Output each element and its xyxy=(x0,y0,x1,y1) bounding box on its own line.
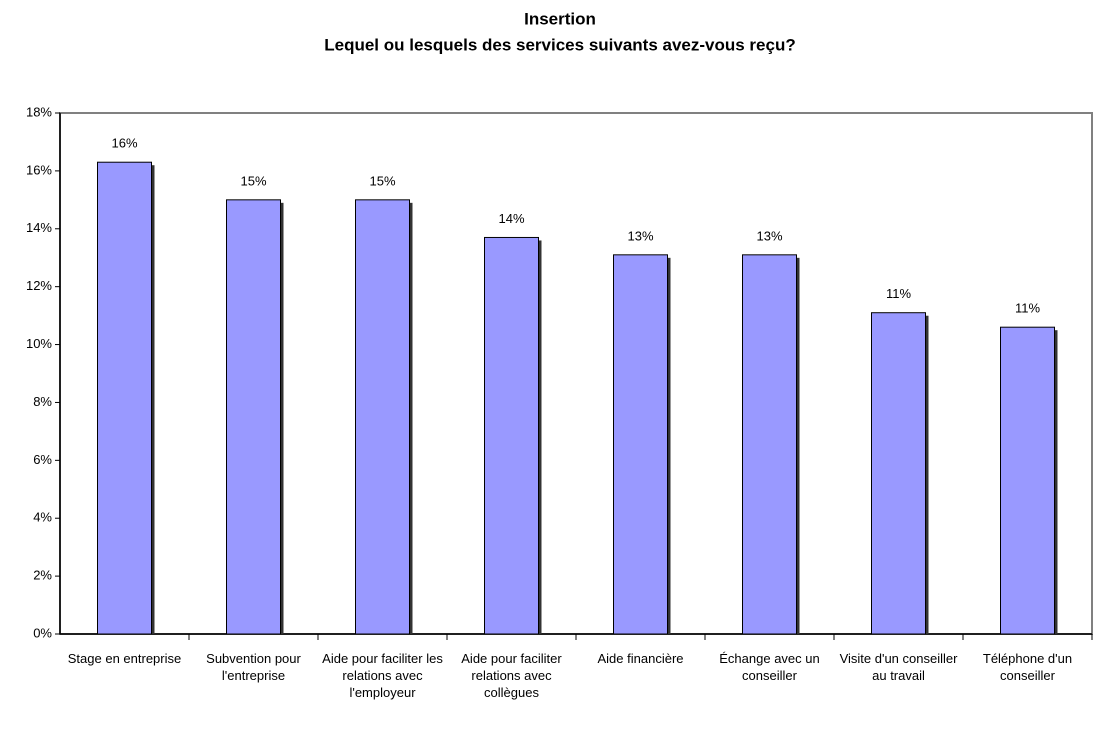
bar xyxy=(1000,326,1055,635)
y-tick-label: 6% xyxy=(33,452,52,467)
y-tick-label: 2% xyxy=(33,568,52,583)
value-label: 15% xyxy=(240,173,266,188)
x-tick-label: Échange avec un conseiller xyxy=(719,651,820,683)
x-tick-label: Stage en entreprise xyxy=(67,651,182,666)
bar xyxy=(742,254,797,635)
y-tick-label: 10% xyxy=(26,336,52,351)
y-tick-label: 16% xyxy=(26,162,52,177)
bar xyxy=(484,236,539,635)
value-label: 11% xyxy=(886,286,911,301)
plot-frame xyxy=(59,112,1093,635)
y-tick-label: 8% xyxy=(33,394,52,409)
x-tick-label: Subvention pour l'entreprise xyxy=(206,651,301,683)
bar xyxy=(97,161,152,635)
value-label: 16% xyxy=(111,136,137,151)
bar xyxy=(355,199,410,635)
chart-subtitle: Lequel ou lesquels des services suivants… xyxy=(324,35,795,54)
x-tick-label: Visite d'un conseiller au travail xyxy=(839,651,958,683)
value-label: 13% xyxy=(756,228,782,243)
x-tick-label: Aide pour faciliter les relations avec l… xyxy=(322,651,443,700)
value-label: 14% xyxy=(498,211,524,226)
value-label: 11% xyxy=(1015,301,1040,316)
value-label: 13% xyxy=(627,228,653,243)
y-tick-label: 4% xyxy=(33,510,52,525)
bar xyxy=(613,254,668,635)
bar xyxy=(871,312,926,635)
x-tick-label: Aide financière xyxy=(597,651,684,666)
y-tick-label: 18% xyxy=(26,104,52,119)
y-tick-label: 14% xyxy=(26,220,52,235)
x-tick-label: Téléphone d'un conseiller xyxy=(982,651,1073,683)
y-tick-label: 12% xyxy=(26,278,52,293)
value-label: 15% xyxy=(369,173,395,188)
x-tick-label: Aide pour faciliter relations avec collè… xyxy=(461,651,562,700)
chart-title: Insertion xyxy=(524,9,596,28)
bar xyxy=(226,199,281,635)
y-tick-label: 0% xyxy=(33,625,52,640)
